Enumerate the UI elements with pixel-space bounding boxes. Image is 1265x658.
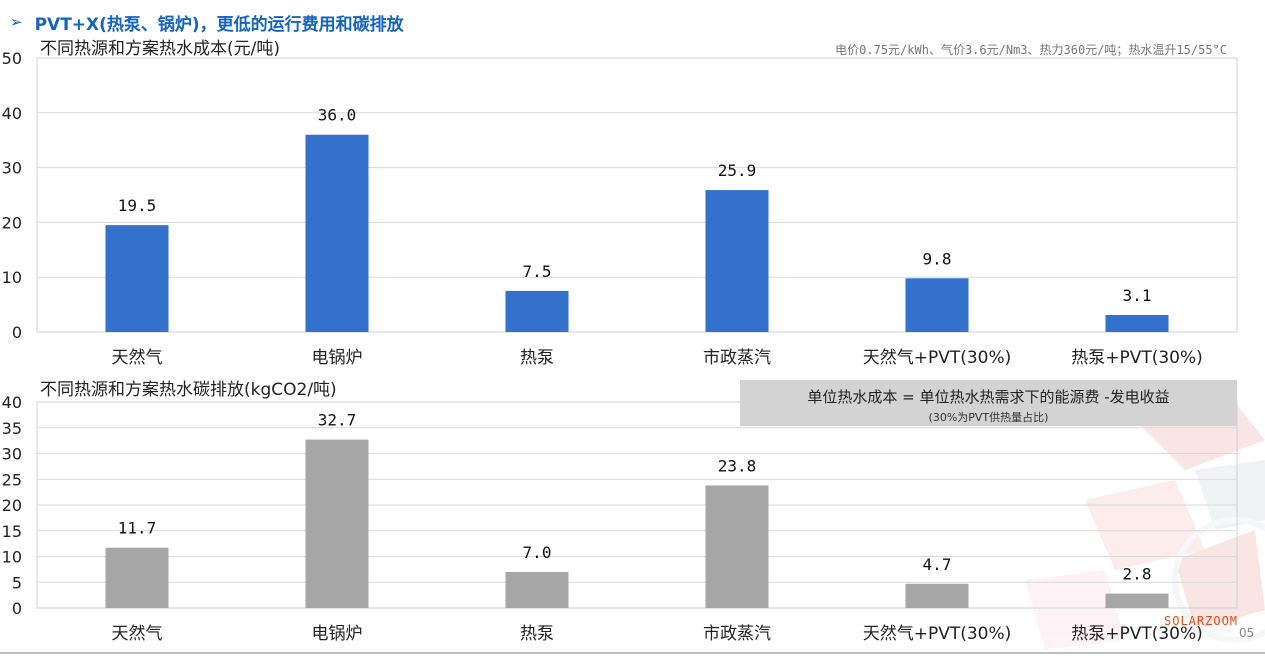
cost-bar [505,290,569,332]
carbon-chart-svg: 0 5 10 15 20 25 30 35 40 11.7 天然气 32.7 电锅炉 7.0 热泵 23.8 市… [2,393,1238,644]
carbon-y-tick-label: 20 [2,496,22,515]
cost-bar [105,225,169,332]
cost-x-tick-label: 热泵 [520,348,554,368]
carbon-bar [1105,593,1169,608]
cost-x-tick-label: 市政蒸汽 [703,348,771,368]
cost-bar [705,190,769,332]
formula-box: 单位热水成本 = 单位热水热需求下的能源费 -发电收益 (30%为PVT供热量占… [740,380,1237,426]
cost-y-tick-label: 50 [2,50,22,68]
carbon-data-label: 32.7 [318,411,357,430]
cost-chart-title: 不同热源和方案热水成本(元/吨) [40,39,280,59]
carbon-y-tick-label: 5 [12,573,22,592]
cost-x-tick-label: 天然气 [112,348,163,368]
carbon-x-tick-label: 市政蒸汽 [703,624,771,644]
formula-footnote: (30%为PVT供热量占比) [928,411,1049,424]
carbon-x-tick-label: 热泵+PVT(30%) [1071,624,1203,644]
cost-y-tick-label: 0 [12,323,22,342]
cost-data-label: 36.0 [318,106,357,125]
cost-y-tick-label: 30 [2,159,22,178]
cost-chart: 0 10 20 30 40 50 19.5 天然气 36.0 电锅炉 7.5 热泵 25.9 市政蒸汽 9.… [0,50,1265,372]
cost-data-label: 3.1 [1123,286,1152,305]
carbon-y-tick-label: 25 [2,470,22,489]
cost-data-label: 19.5 [118,196,157,215]
carbon-y-tick-label: 30 [2,445,22,464]
assumptions-note: 电价0.75元/kWh、气价3.6元/Nm3、热力360元/吨；热水温升15/5… [835,43,1227,57]
cost-data-label: 9.8 [923,249,952,268]
carbon-chart-title: 不同热源和方案热水碳排放(kgCO2/吨) [40,380,337,400]
carbon-data-label: 2.8 [1123,565,1152,584]
carbon-chart: 0 5 10 15 20 25 30 35 40 11.7 天然气 32.7 电锅炉 7.0 热泵 23.8 市… [0,390,1265,648]
carbon-y-tick-label: 40 [2,393,22,412]
carbon-y-tick-label: 35 [2,419,22,438]
carbon-data-label: 4.7 [923,555,952,574]
arrow-bullet-icon: ➢ [10,13,23,31]
cost-bar [905,278,969,332]
cost-data-label: 7.5 [523,262,552,281]
carbon-y-tick-label: 10 [2,548,22,567]
carbon-bar [905,583,969,608]
slide-title: PVT+X(热泵、锅炉)，更低的运行费用和碳排放 [34,14,404,35]
cost-bar [305,134,369,332]
carbon-data-label: 11.7 [118,519,157,538]
carbon-bar [705,485,769,608]
cost-plot-frame [36,57,1238,333]
cost-x-tick-label: 电锅炉 [312,348,363,368]
cost-x-tick-label: 热泵+PVT(30%) [1071,348,1203,368]
carbon-bar [305,439,369,608]
bottom-divider [0,652,1265,654]
cost-chart-svg: 0 10 20 30 40 50 19.5 天然气 36.0 电锅炉 7.5 热泵 25.9 市政蒸汽 9.… [2,50,1238,368]
carbon-y-tick-label: 15 [2,522,22,541]
carbon-data-label: 23.8 [718,456,757,475]
cost-x-tick-label: 天然气+PVT(30%) [863,348,1012,368]
cost-bar [1105,315,1169,332]
cost-y-tick-label: 10 [2,268,22,287]
carbon-x-tick-label: 天然气+PVT(30%) [863,624,1012,644]
page-number: 05 [1239,626,1255,640]
carbon-y-tick-label: 0 [12,599,22,618]
carbon-x-tick-label: 天然气 [112,624,163,644]
cost-y-tick-label: 20 [2,213,22,232]
decorative-background-graphic [1025,390,1265,650]
carbon-bar [105,547,169,608]
carbon-x-tick-label: 电锅炉 [312,624,363,644]
carbon-x-tick-label: 热泵 [520,624,554,644]
cost-data-label: 25.9 [718,161,757,180]
carbon-bar [505,571,569,608]
carbon-data-label: 7.0 [523,543,552,562]
formula-text: 单位热水成本 = 单位热水热需求下的能源费 -发电收益 [807,388,1170,406]
brand-watermark: SOLARZOOM [1164,614,1239,628]
cost-y-tick-label: 40 [2,104,22,123]
slide-header: ➢ PVT+X(热泵、锅炉)，更低的运行费用和碳排放 [10,10,404,35]
